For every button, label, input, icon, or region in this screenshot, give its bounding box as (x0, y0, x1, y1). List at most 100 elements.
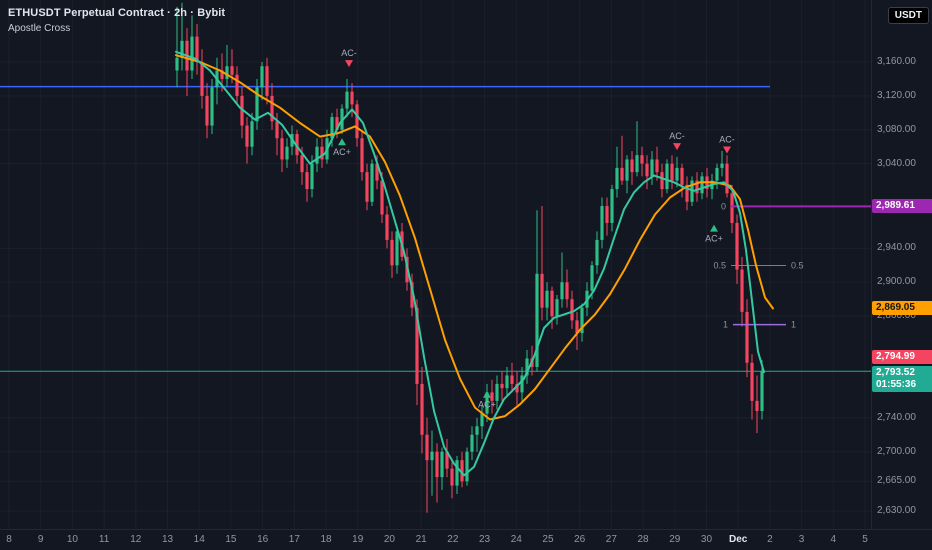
chart-legend: ETHUSDT Perpetual Contract · 2h · Bybit … (8, 7, 225, 34)
candle-body (605, 206, 609, 223)
time-axis-label: 29 (669, 534, 681, 545)
candle-body (635, 155, 639, 173)
price-axis-label: 3,080.00 (877, 123, 916, 135)
candle-body (370, 163, 374, 202)
time-axis-label: 30 (700, 534, 713, 545)
indicator-name[interactable]: Apostle Cross (8, 23, 71, 34)
time-axis-label: 3 (798, 534, 805, 545)
buy-signal-triangle-icon (710, 224, 718, 232)
candle-body (260, 66, 264, 88)
buy-signal-label: AC+ (478, 400, 496, 410)
candle-body (685, 184, 689, 202)
candle-body (720, 163, 724, 168)
time-axis-label: 27 (605, 534, 617, 545)
candle-body (480, 413, 484, 427)
candle-body (650, 159, 654, 177)
candle-body (670, 163, 674, 181)
candle-body (745, 311, 749, 363)
candle-body (485, 392, 489, 414)
currency-toggle-button[interactable]: USDT (887, 7, 929, 24)
candle-body (395, 231, 399, 266)
candle-body (465, 451, 469, 482)
candle-body (730, 193, 734, 223)
time-axis-label: 12 (130, 534, 142, 545)
candle-body (630, 159, 634, 173)
candle-body (610, 189, 614, 223)
candle-body (505, 375, 509, 389)
time-axis-label: 26 (574, 534, 586, 545)
time-axis-label: 9 (37, 534, 44, 545)
chart-area[interactable]: 0 0.5 0.5 1 1 AC- AC+ AC- AC- AC+ AC+ ETHUSDT Perp… (0, 0, 872, 530)
time-axis-label: 17 (288, 534, 300, 545)
price-axis-label: 2,740.00 (877, 411, 916, 423)
chart-canvas[interactable]: 0 0.5 0.5 1 1 AC- AC+ AC- AC- AC+ AC+ (0, 0, 872, 530)
candle-body (245, 125, 249, 147)
candle-body (275, 121, 279, 139)
candle-body (450, 468, 454, 486)
candle-body (700, 176, 704, 194)
price-tag: 2,869.05 (872, 301, 932, 316)
candle-body (475, 426, 479, 435)
candle-body (425, 434, 429, 461)
candle-body (625, 159, 629, 181)
candle-body (595, 239, 599, 266)
candle-body (390, 239, 394, 266)
time-axis-label: 2 (767, 534, 773, 545)
time-axis-label: 16 (257, 534, 269, 545)
price-tag: 2,794.99 (872, 350, 932, 365)
candle-body (550, 290, 554, 317)
time-axis-label: 11 (98, 534, 110, 545)
candle-body (320, 146, 324, 160)
candle-body (225, 66, 229, 79)
candle-body (570, 299, 574, 321)
time-axis-label: 15 (225, 534, 237, 545)
candle-body (435, 451, 439, 478)
symbol-title[interactable]: ETHUSDT Perpetual Contract · 2h · Bybit (8, 7, 226, 19)
candle-body (365, 172, 369, 202)
price-axis-label: 3,040.00 (877, 157, 916, 169)
candle-body (195, 36, 199, 62)
candle-body (640, 155, 644, 164)
time-axis[interactable]: 8 9 10 11 12 13 14 15 16 17 18 19 20 21 22 23 24 25 26 27 28… (0, 529, 932, 550)
candle-body (240, 95, 244, 126)
candle-body (740, 269, 744, 312)
ma-slow-line (175, 54, 774, 421)
candle-body (350, 91, 354, 105)
candle-body (305, 172, 309, 190)
candle-body (340, 108, 344, 130)
candle-body (620, 167, 624, 181)
candle-body (375, 163, 379, 181)
candle-body (200, 62, 204, 96)
sell-signal-triangle-icon (723, 146, 731, 154)
candle-body (190, 36, 194, 71)
candle-body (345, 91, 349, 109)
time-axis-label: 14 (193, 534, 205, 545)
candle-body (280, 138, 284, 160)
time-axis-label: 28 (637, 534, 649, 545)
time-axis-label: 4 (830, 534, 837, 545)
buy-signal-triangle-icon (338, 138, 346, 146)
candle-body (490, 392, 494, 401)
candle-body (445, 451, 449, 469)
time-axis-label: 19 (352, 534, 364, 545)
price-axis-label: 2,860.00 (877, 310, 916, 322)
candle-body (415, 307, 419, 384)
buy-signal-label: AC+ (333, 147, 351, 157)
candle-body (590, 265, 594, 291)
price-axis-label: 2,700.00 (877, 445, 916, 457)
time-axis-label: Dec (728, 534, 748, 545)
candle-body (440, 451, 444, 478)
time-axis-label: 10 (66, 534, 78, 545)
candle-body (420, 383, 424, 435)
candle-body (360, 138, 364, 173)
candle-body (460, 460, 464, 482)
candle-body (210, 87, 214, 126)
time-axis-label: 23 (478, 534, 491, 545)
fib-level-label: 0.5 (713, 260, 726, 270)
candle-body (560, 282, 564, 300)
time-axis-label: 25 (542, 534, 554, 545)
time-axis-label: 13 (161, 534, 174, 545)
candle-body (430, 451, 434, 461)
time-axis-label: 18 (320, 534, 332, 545)
price-axis[interactable]: USDT 3,160.00 3,120.00 3,080.00 3,040.00 2,9… (871, 0, 932, 530)
